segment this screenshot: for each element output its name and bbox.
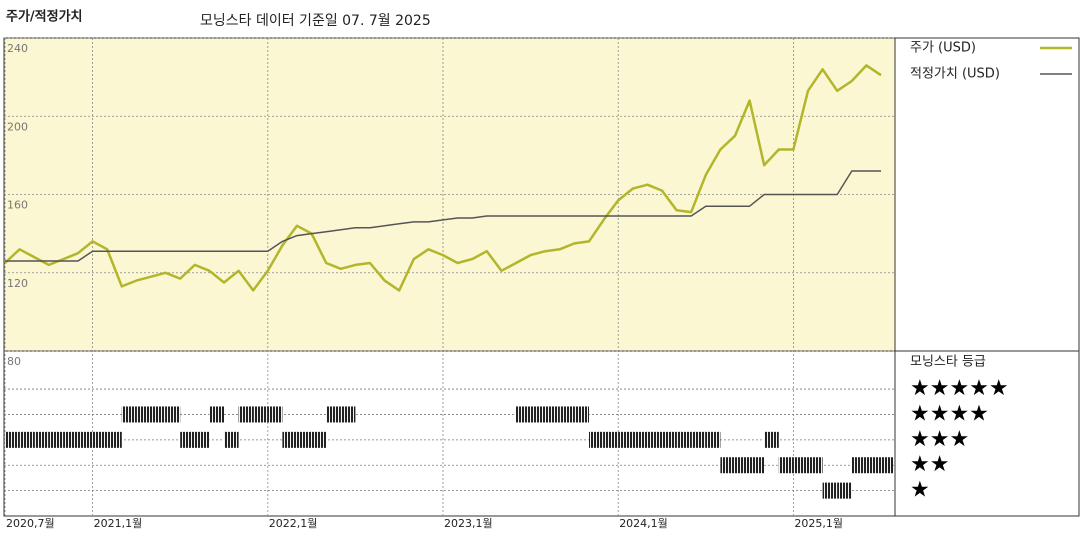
rating-block [662,431,677,448]
series-line [5,170,881,262]
rating-block [632,431,648,448]
rating-block [778,457,794,474]
legend-label: 주가 (USD) [910,41,976,56]
rating-block [224,431,239,448]
x-tick-label: 2024,1월 [619,517,668,530]
rating-block [282,431,297,448]
rating-label: ★★★ [910,427,969,452]
rating-block [34,431,49,448]
rating-block [180,431,195,448]
y-tick-label: 80 [7,355,21,368]
rating-label: ★★ [910,452,949,477]
series-line [4,64,882,292]
y-tick-label: 240 [7,42,28,55]
rating-block [559,406,575,423]
rating-block [793,457,808,474]
rating-block [603,431,619,448]
rating-block [589,431,604,448]
rating-block [107,431,122,448]
x-tick-label: 2022,1월 [269,517,318,530]
rating-block [311,431,327,448]
rating-block [238,406,254,423]
x-tick-label: 2021,1월 [94,517,143,530]
chart-subtitle: 모닝스타 데이터 기준일 07. 7월 2025 [200,13,431,29]
y-tick-label: 120 [7,277,28,290]
rating-block [253,406,268,423]
rating-block [63,431,78,448]
rating-label: ★★★★ [910,401,989,426]
rating-block [297,431,312,448]
rating-block [121,406,137,423]
rating-block [340,406,356,423]
rating-block [691,431,706,448]
rating-block [5,431,20,448]
rating-block [516,406,531,423]
rating-block [326,406,341,423]
rating-label: ★★★★★ [910,376,1009,401]
y-tick-label: 200 [7,120,28,133]
rating-block [19,431,35,448]
rating-block [151,406,166,423]
rating-block [618,431,633,448]
x-tick-label: 2020,7월 [6,517,55,530]
rating-block [545,406,560,423]
rating-block [735,457,750,474]
rating-block [676,431,692,448]
rating-block [92,431,108,448]
rating-block [78,431,93,448]
y-tick-label: 160 [7,199,28,212]
rating-block [808,457,823,474]
rating-block [720,457,735,474]
rating-block [165,406,181,423]
legend-label: 적정가치 (USD) [910,67,1000,82]
rating-title: 모닝스타 등급 [910,355,986,370]
rating-block [194,431,210,448]
rating-block [822,482,838,499]
rating-block [530,406,546,423]
rating-label: ★ [910,478,930,503]
rating-block [837,482,852,499]
rating-block [267,406,283,423]
rating-block [866,457,881,474]
rating-block [647,431,662,448]
rating-block [851,457,867,474]
rating-block [764,431,779,448]
rating-block [749,457,765,474]
rating-block [136,406,151,423]
rating-block [881,457,893,474]
x-tick-label: 2025,1월 [794,517,843,530]
rating-block [209,406,224,423]
chart-title: 주가/적정가치 [6,9,83,25]
x-tick-label: 2023,1월 [444,517,493,530]
rating-block [574,406,589,423]
rating-block [705,431,721,448]
rating-block [48,431,64,448]
